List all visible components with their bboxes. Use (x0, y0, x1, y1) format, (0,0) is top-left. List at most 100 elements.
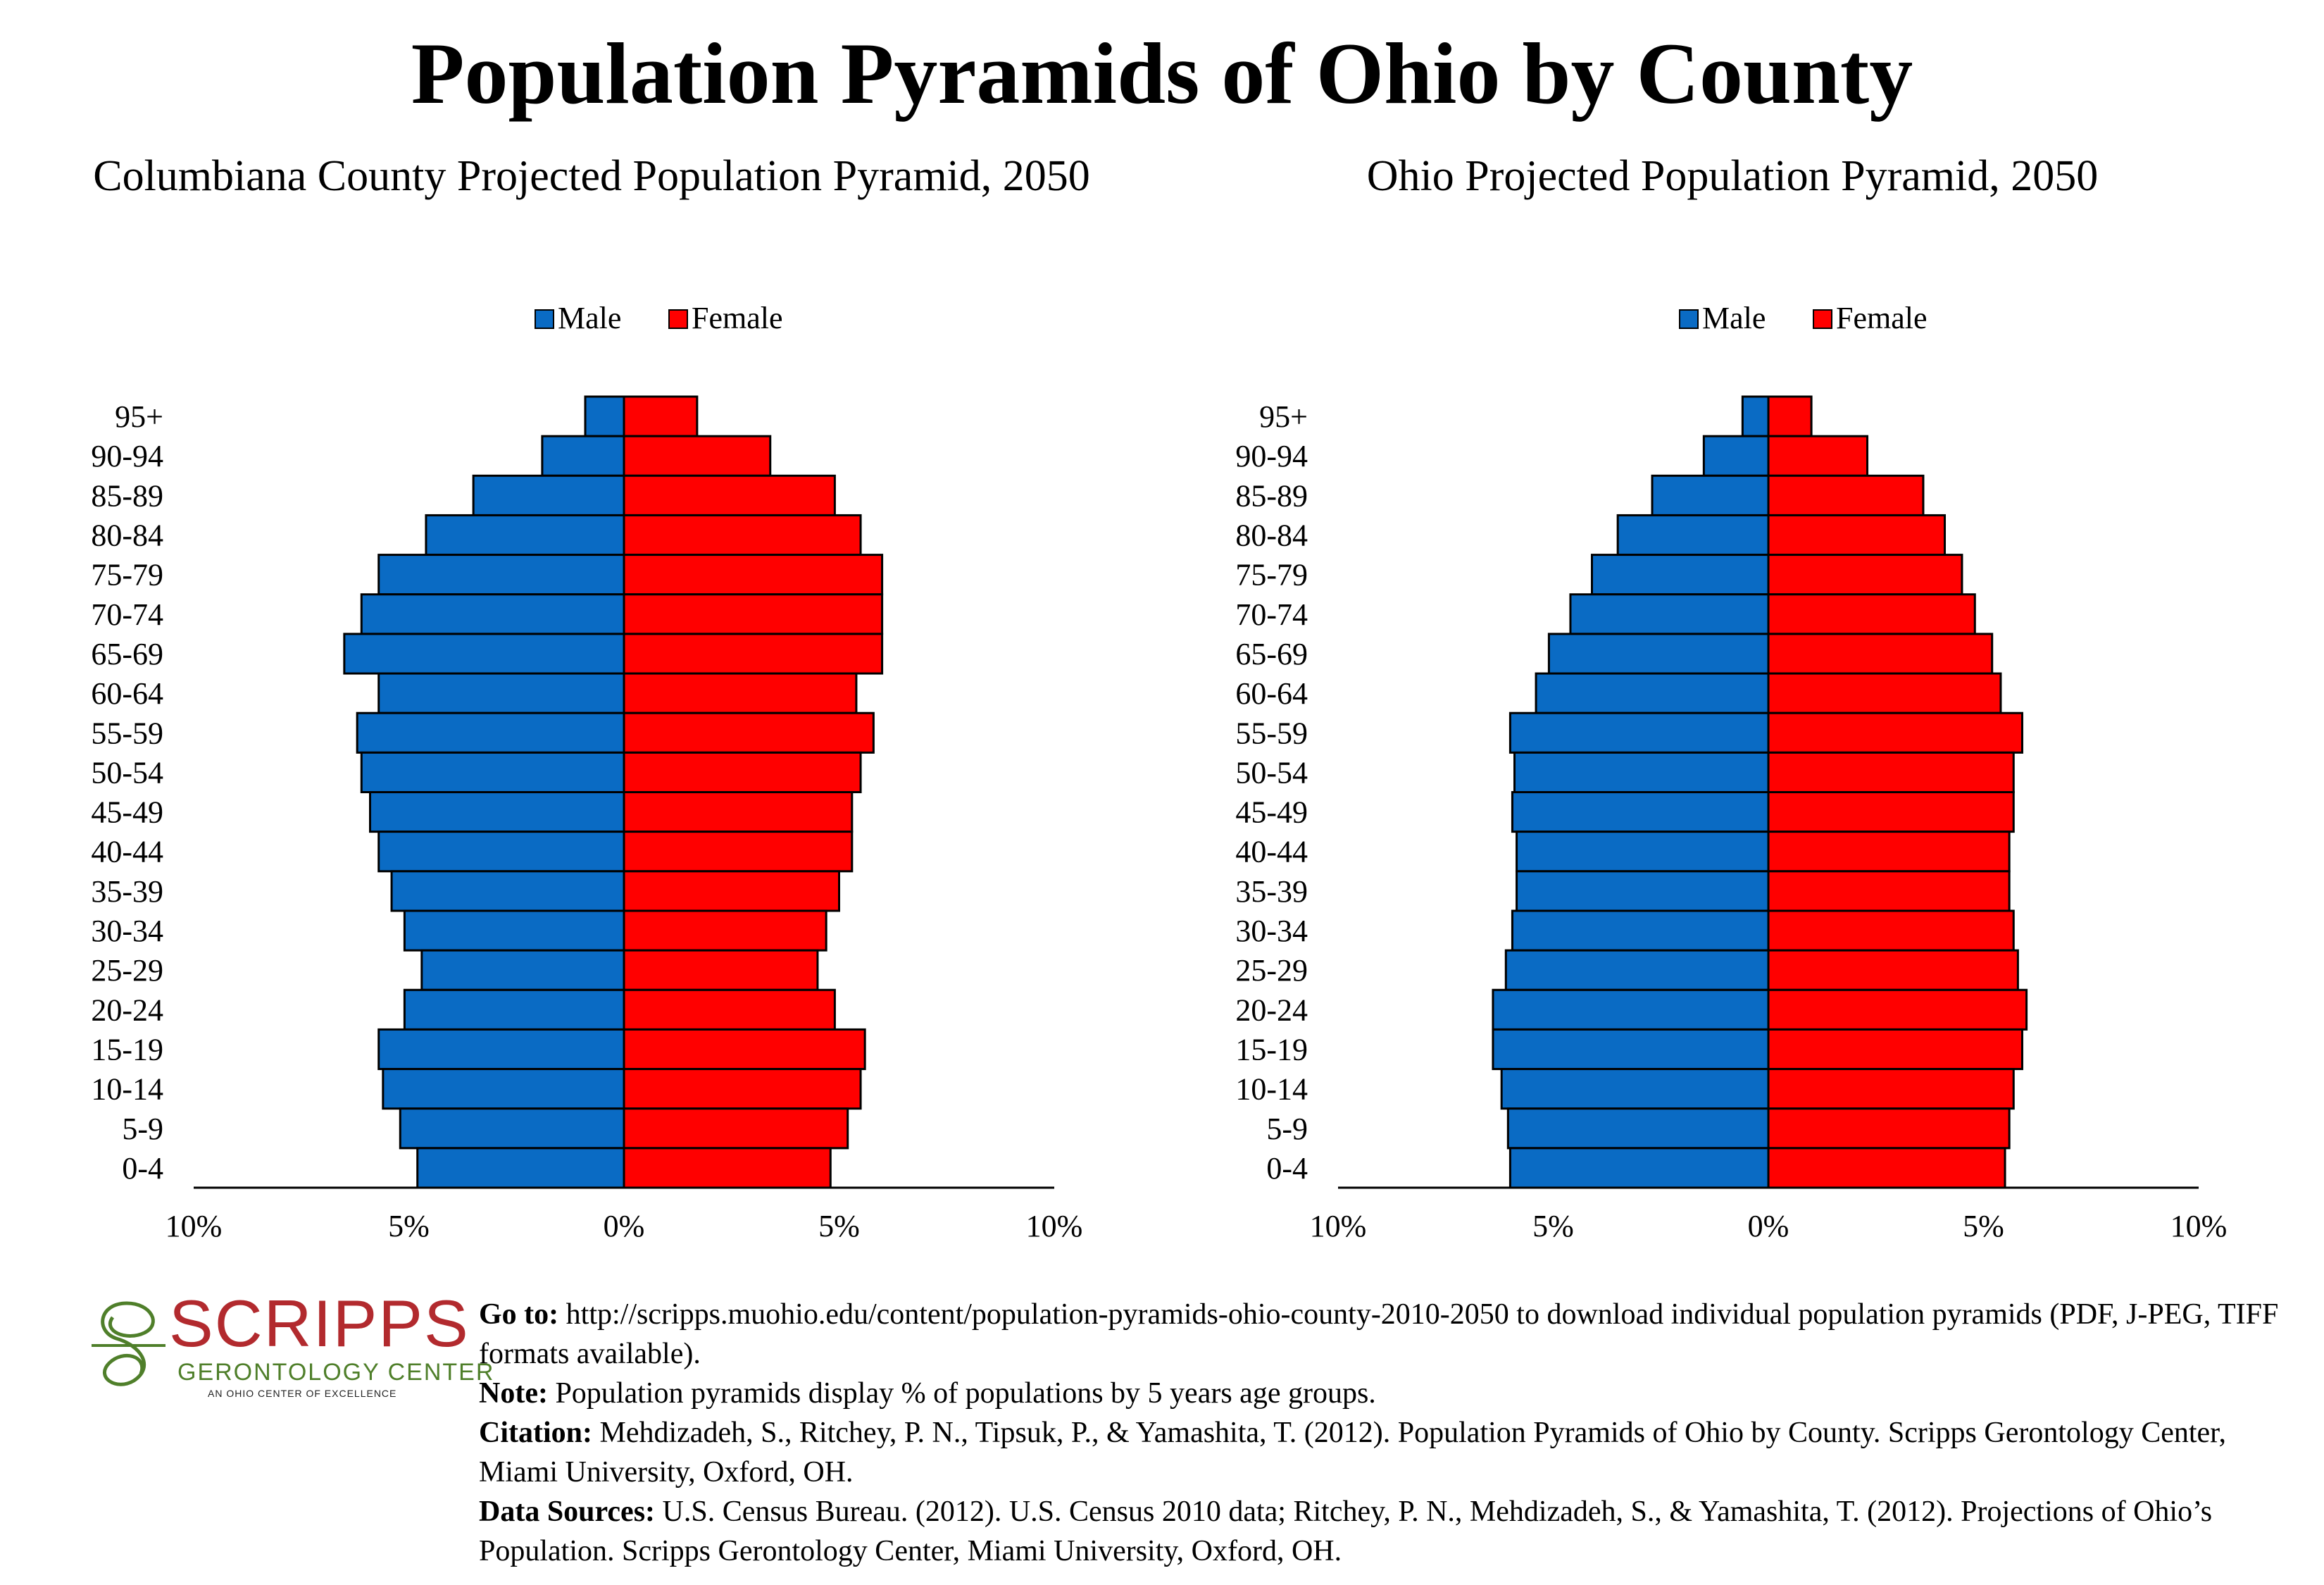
bar-male (403, 909, 625, 952)
bar-female (623, 514, 862, 557)
bar-male (1569, 593, 1770, 635)
bar-male (1535, 672, 1770, 714)
legend-label: Male (1702, 301, 1766, 335)
bar-female (623, 1107, 849, 1150)
bar-male (1511, 791, 1770, 833)
bar-male (1702, 435, 1770, 477)
age-group-label: 70-74 (1235, 597, 1308, 632)
logo-tagline: AN OHIO CENTER OF EXCELLENCE (208, 1388, 397, 1399)
chart-title-ohio: Ohio Projected Population Pyramid, 2050 (1366, 152, 2099, 200)
logo-subtitle: GERONTOLOGY CENTER (177, 1359, 495, 1386)
pyramid-chart-columbiana: 95+ 90-94 85-89 80-84 75-79 70-74 65-69 60-64 55… (91, 301, 1083, 1243)
bar-female (623, 1147, 832, 1189)
bar-male (1590, 554, 1770, 596)
bar-male (1651, 474, 1770, 516)
age-group-label: 70-74 (91, 597, 163, 632)
age-group-label: 65-69 (1235, 637, 1308, 671)
age-group-label: 5-9 (1266, 1112, 1308, 1146)
bar-male (1516, 831, 1770, 873)
bar-female (1767, 1147, 2006, 1189)
bar-female (1767, 711, 2023, 754)
chart-title-columbiana: Columbiana County Projected Population P… (93, 152, 1090, 200)
x-tick-label: 10% (1026, 1209, 1083, 1243)
bar-female (623, 435, 772, 477)
age-group-label: 95+ (1259, 399, 1308, 434)
bar-male (1616, 514, 1770, 557)
age-group-label: 90-94 (91, 439, 163, 473)
bar-male (1511, 909, 1770, 952)
x-tick-label: 0% (604, 1209, 645, 1243)
bar-female (623, 672, 858, 714)
legend-label: Female (1836, 301, 1928, 335)
bar-male (1492, 988, 1770, 1031)
age-group-label: 15-19 (91, 1032, 163, 1067)
bar-female (623, 593, 884, 635)
age-group-label: 0-4 (122, 1151, 163, 1186)
bar-female (1767, 554, 1963, 596)
bar-male (377, 1028, 625, 1071)
scripps-logo: SCRIPPS GERONTOLOGY CENTER AN OHIO CENTE… (85, 1286, 493, 1402)
bar-female (1767, 870, 2011, 912)
bar-female (1767, 831, 2011, 873)
legend-swatch (1813, 309, 1832, 329)
age-group-label: 45-49 (1235, 795, 1308, 830)
age-group-label: 55-59 (91, 716, 163, 750)
sources-label: Data Sources: (479, 1496, 656, 1528)
bar-female (623, 791, 854, 833)
footer-notes: Go to: http://scripps.muohio.edu/content… (479, 1295, 2310, 1571)
bar-female (1767, 949, 2019, 991)
age-group-label: 95+ (115, 399, 163, 434)
footer-sources: Data Sources: U.S. Census Bureau. (2012)… (479, 1492, 2310, 1571)
age-group-label: 25-29 (1235, 953, 1308, 988)
x-tick-label: 0% (1748, 1209, 1789, 1243)
legend-label: Male (558, 301, 621, 335)
bar-male (382, 1068, 625, 1110)
x-tick-label: 5% (1963, 1209, 2004, 1243)
age-group-label: 80-84 (91, 518, 163, 553)
legend-swatch (535, 309, 554, 329)
age-group-label: 45-49 (91, 795, 163, 830)
bar-female (1767, 909, 2015, 952)
age-group-label: 65-69 (91, 637, 163, 671)
bar-male (360, 593, 625, 635)
age-group-label: 5-9 (122, 1112, 163, 1146)
bar-male (1508, 1147, 1770, 1189)
age-group-label: 75-79 (91, 558, 163, 592)
bar-female (623, 1068, 862, 1110)
goto-text: http://scripps.muohio.edu/content/popula… (479, 1298, 2279, 1370)
age-group-label: 0-4 (1266, 1151, 1308, 1186)
bar-female (1767, 1028, 2023, 1071)
note-text: Population pyramids display % of populat… (547, 1377, 1376, 1410)
bar-male (343, 633, 625, 675)
bar-male (1547, 633, 1770, 675)
bar-female (1767, 672, 2002, 714)
bar-female (623, 988, 836, 1031)
age-group-label: 15-19 (1235, 1032, 1308, 1067)
chart-legend: Male Female (535, 301, 783, 335)
age-group-label: 40-44 (1235, 835, 1308, 869)
bar-female (1767, 435, 1869, 477)
citation-text: Mehdizadeh, S., Ritchey, P. N., Tipsuk, … (479, 1417, 2226, 1488)
bar-female (1767, 751, 2015, 793)
bar-male (1492, 1028, 1770, 1071)
x-tick-label: 10% (2170, 1209, 2228, 1243)
x-tick-label: 5% (388, 1209, 430, 1243)
age-group-label: 80-84 (1235, 518, 1308, 553)
bar-male (356, 711, 625, 754)
bar-female (623, 1028, 866, 1071)
bar-female (1767, 1107, 2011, 1150)
bar-male (360, 751, 625, 793)
x-tick-label: 10% (165, 1209, 223, 1243)
citation-label: Citation: (479, 1417, 592, 1449)
footer-citation: Citation: Mehdizadeh, S., Ritchey, P. N.… (479, 1413, 2310, 1492)
scripps-swirl-icon (92, 1301, 165, 1386)
age-group-label: 10-14 (1235, 1072, 1308, 1107)
note-label: Note: (479, 1377, 548, 1410)
age-group-label: 35-39 (1235, 874, 1308, 909)
bar-female (1767, 514, 1947, 557)
bar-female (1767, 474, 1925, 516)
bar-male (1500, 1068, 1770, 1110)
age-group-label: 10-14 (91, 1072, 163, 1107)
age-group-label: 60-64 (91, 676, 163, 711)
footer-goto: Go to: http://scripps.muohio.edu/content… (479, 1295, 2310, 1374)
